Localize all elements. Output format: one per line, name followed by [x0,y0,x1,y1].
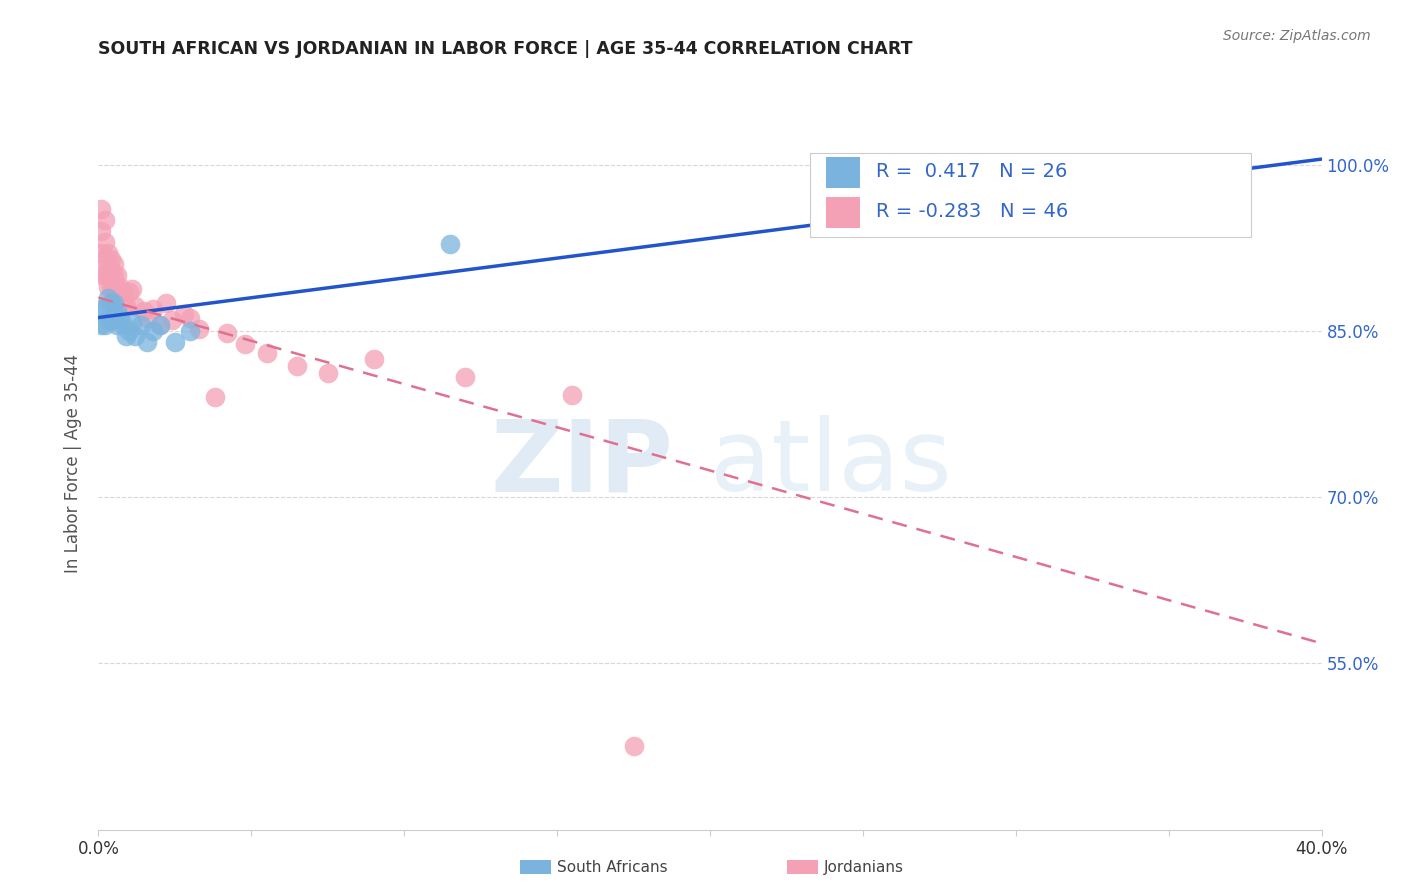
Point [97,279,120,293]
Point [93,213,115,227]
Point [103,312,125,326]
Point [103,257,125,271]
Text: R =  0.417   N = 26: R = 0.417 N = 26 [876,162,1067,181]
Point [90,318,112,333]
Point [103,279,125,293]
Point [179,324,201,338]
Text: ZIP: ZIP [491,416,673,512]
Point [105,304,128,318]
Point [256,346,278,360]
Point [100,252,122,266]
Text: SOUTH AFRICAN VS JORDANIAN IN LABOR FORCE | AGE 35-44 CORRELATION CHART: SOUTH AFRICAN VS JORDANIAN IN LABOR FORC… [98,40,912,58]
Point [105,318,128,333]
Text: atlas: atlas [710,416,952,512]
Point [108,279,131,293]
FancyBboxPatch shape [810,153,1251,237]
Point [163,334,186,349]
Point [93,252,115,266]
Point [100,312,122,326]
Point [90,246,112,260]
Bar [827,197,860,227]
Point [285,359,308,374]
Point [454,370,477,384]
Point [90,268,112,283]
Point [943,202,966,216]
Point [155,296,177,310]
Point [103,296,125,310]
Point [111,318,134,333]
Point [100,296,122,310]
Point [90,224,112,238]
Point [108,310,131,325]
Text: South Africans: South Africans [557,860,668,874]
Point [93,235,115,250]
Point [363,351,385,366]
Point [90,301,112,316]
Y-axis label: In Labor Force | Age 35-44: In Labor Force | Age 35-44 [65,354,83,574]
Point [118,285,141,299]
Point [142,301,165,316]
Text: Jordanians: Jordanians [824,860,904,874]
Point [121,282,143,296]
Point [121,315,143,329]
Point [93,318,115,333]
Text: R = -0.283   N = 46: R = -0.283 N = 46 [876,202,1069,221]
Point [204,390,226,404]
Point [90,202,112,216]
Point [316,366,339,380]
Point [100,263,122,277]
Text: Source: ZipAtlas.com: Source: ZipAtlas.com [1223,29,1371,43]
Point [233,337,256,351]
Point [124,300,146,314]
Point [111,285,134,299]
Point [136,334,159,349]
Point [149,318,172,333]
Point [215,326,238,340]
Point [561,388,583,402]
Point [97,257,120,271]
Point [124,329,146,343]
Point [111,293,134,307]
Point [179,310,201,325]
Point [142,324,165,338]
Bar [827,157,860,188]
Point [93,301,115,316]
Point [100,279,122,293]
Point [149,318,172,333]
Point [118,324,141,338]
Point [93,268,115,283]
Point [188,321,211,335]
Point [173,307,195,321]
Point [97,312,120,326]
Point [623,739,645,754]
Point [115,329,138,343]
Point [136,310,159,325]
Point [103,268,125,283]
Point [134,304,156,318]
Point [105,268,128,283]
Point [97,268,120,283]
Point [115,300,138,314]
Point [129,318,152,333]
Point [97,246,120,260]
Point [439,237,461,252]
Point [105,282,128,296]
Point [97,291,120,305]
Point [160,312,183,326]
